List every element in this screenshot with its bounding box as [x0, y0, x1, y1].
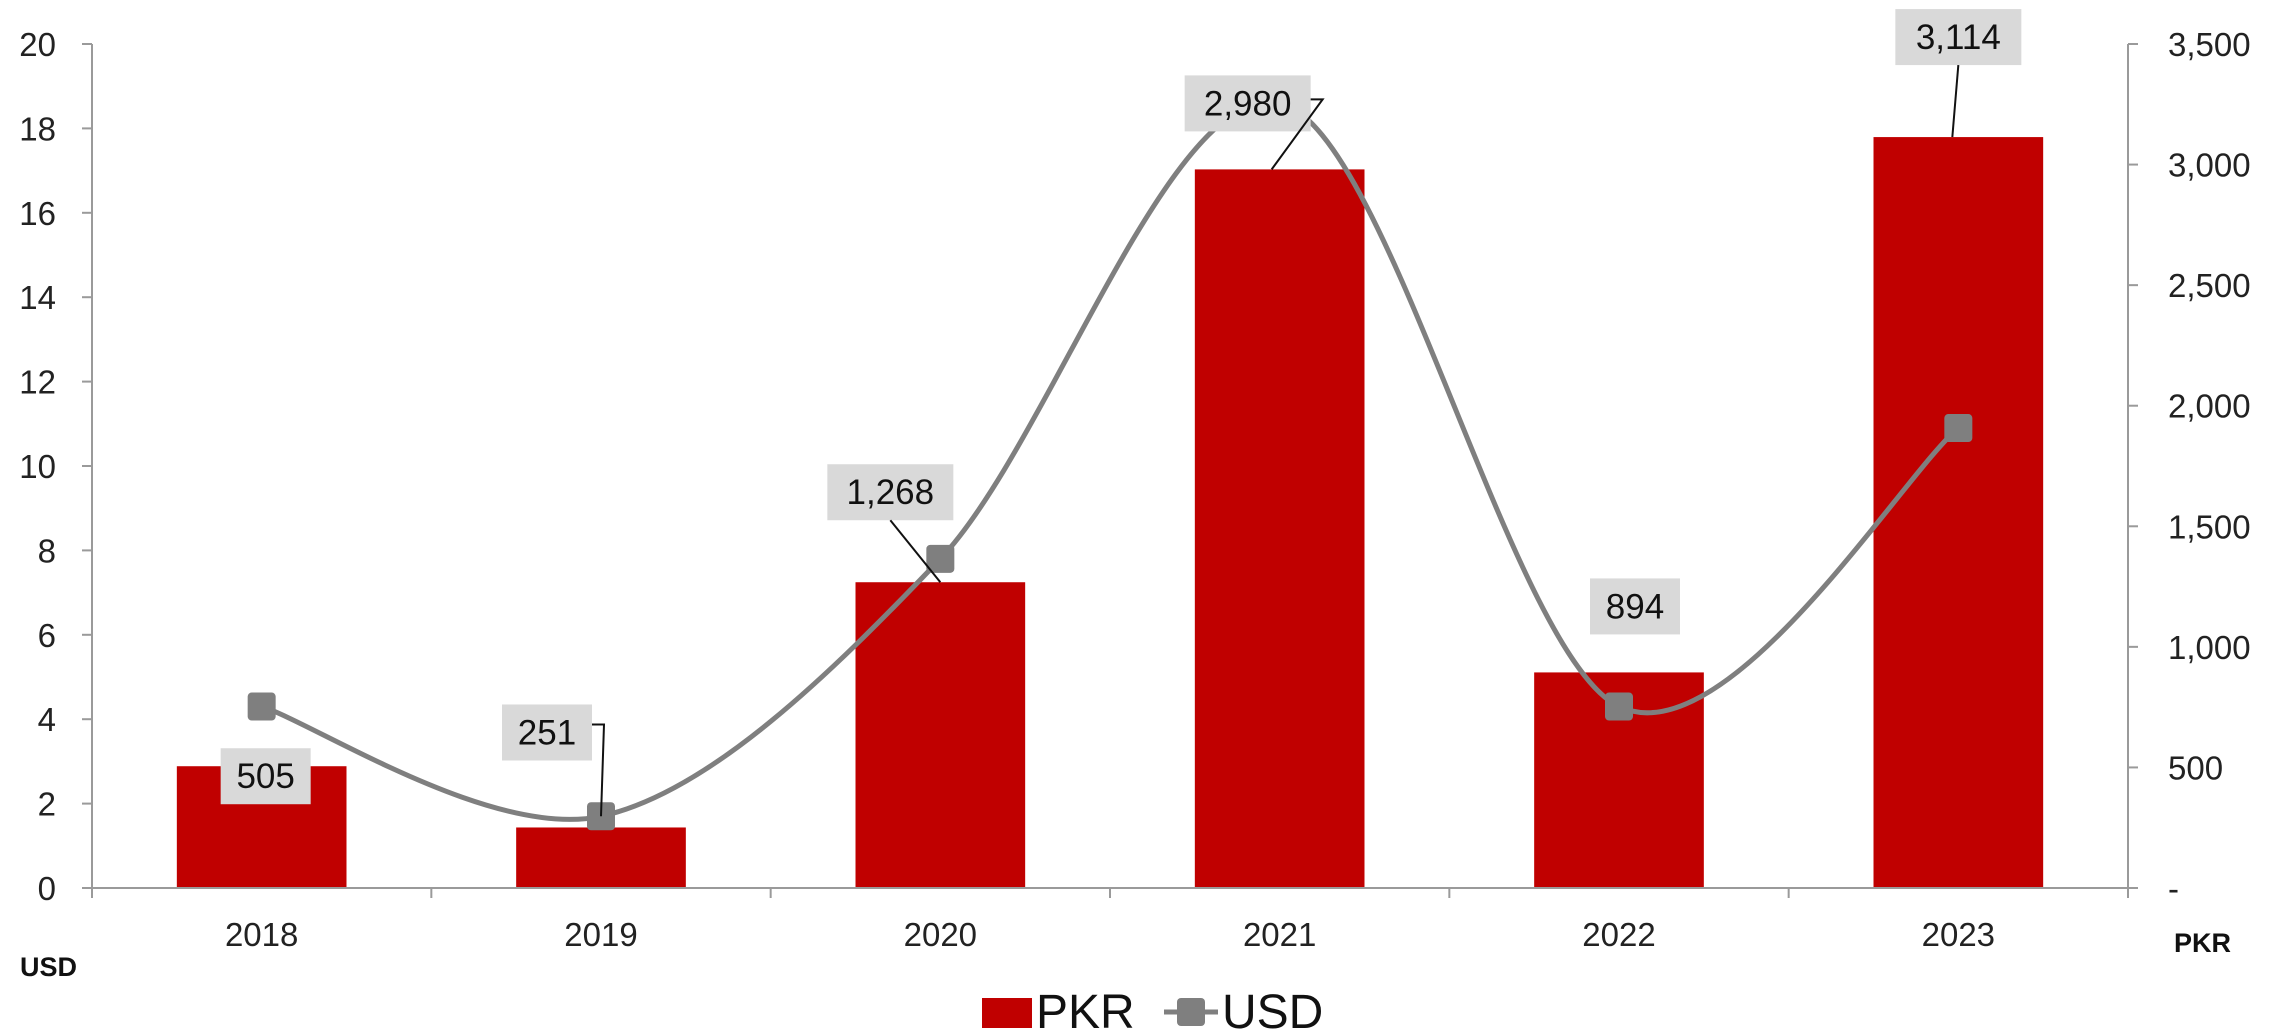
- left-tick-label: 20: [19, 26, 56, 63]
- x-tick-label: 2020: [904, 916, 977, 953]
- left-tick-label: 14: [19, 279, 56, 316]
- data-label-box: [220, 748, 311, 805]
- axes: 0 2 4 6 8 10 12 14 16 18 20 - 500 1,000 1,500 2,000 2,50…: [19, 26, 2250, 953]
- data-label-text: 1,268: [847, 473, 935, 512]
- data-labels: 505 251 1,268 2,980 894 3,114: [220, 9, 2022, 817]
- legend-label-usd: USD: [1222, 986, 1323, 1030]
- right-tick-label: 3,000: [2168, 147, 2251, 184]
- data-label-box: [502, 704, 592, 761]
- usd-point-2018: [247, 692, 276, 721]
- left-tick-label: 18: [19, 110, 56, 147]
- data-label-box: [1590, 578, 1680, 635]
- x-tick-label: 2023: [1922, 916, 1995, 953]
- legend: PKR USD: [982, 986, 1323, 1030]
- data-label-leader: [592, 723, 606, 817]
- bar-pkr-2019: [516, 827, 686, 888]
- bar-pkr-2021: [1194, 169, 1365, 888]
- right-tick-label: 2,500: [2168, 267, 2251, 304]
- left-tick-label: 10: [19, 448, 56, 485]
- x-tick-label: 2021: [1243, 916, 1316, 953]
- left-tick-label: 2: [38, 786, 56, 823]
- data-label-box: [1895, 9, 2022, 66]
- data-label-box: [1184, 75, 1311, 132]
- x-tick-label: 2018: [225, 916, 298, 953]
- data-label-box: [827, 464, 954, 521]
- usd-point-2022: [1605, 692, 1633, 721]
- data-label-leader: [1270, 98, 1325, 170]
- x-tick-label: 2022: [1582, 916, 1655, 953]
- data-label-text: 2,980: [1204, 84, 1292, 123]
- legend-swatch-pkr: [982, 998, 1032, 1028]
- right-tick-label: 3,500: [2168, 26, 2251, 63]
- right-axis-unit: PKR: [2174, 928, 2231, 958]
- data-label-text: 3,114: [1916, 18, 2001, 57]
- right-tick-label: -: [2168, 870, 2179, 907]
- right-tick-label: 500: [2168, 749, 2223, 786]
- left-tick-label: 16: [19, 195, 56, 232]
- legend-swatch-usd-marker: [1177, 998, 1205, 1026]
- left-tick-label: 8: [38, 532, 56, 569]
- data-label-text: 894: [1606, 587, 1664, 626]
- legend-label-pkr: PKR: [1036, 986, 1135, 1030]
- data-label-text: 505: [236, 757, 294, 796]
- right-tick-label: 1,500: [2168, 508, 2251, 545]
- usd-point-2023: [1944, 414, 1973, 443]
- data-label-leader: [1951, 64, 1960, 138]
- left-tick-label: 12: [19, 364, 56, 401]
- data-label-leader: [889, 519, 942, 583]
- left-tick-label: 6: [38, 617, 56, 654]
- x-tick-label: 2019: [564, 916, 637, 953]
- data-label-text: 251: [518, 713, 576, 752]
- usd-line-series: [247, 89, 1973, 831]
- left-axis-unit: USD: [20, 952, 77, 982]
- bar-pkr-2020: [855, 582, 1026, 888]
- bar-pkr-2023: [1873, 137, 2044, 888]
- left-tick-label: 4: [38, 701, 56, 738]
- usd-point-2020: [926, 544, 955, 573]
- left-tick-label: 0: [38, 870, 56, 907]
- pkr-bars: [176, 137, 2044, 888]
- right-tick-label: 1,000: [2168, 629, 2251, 666]
- right-tick-label: 2,000: [2168, 388, 2251, 425]
